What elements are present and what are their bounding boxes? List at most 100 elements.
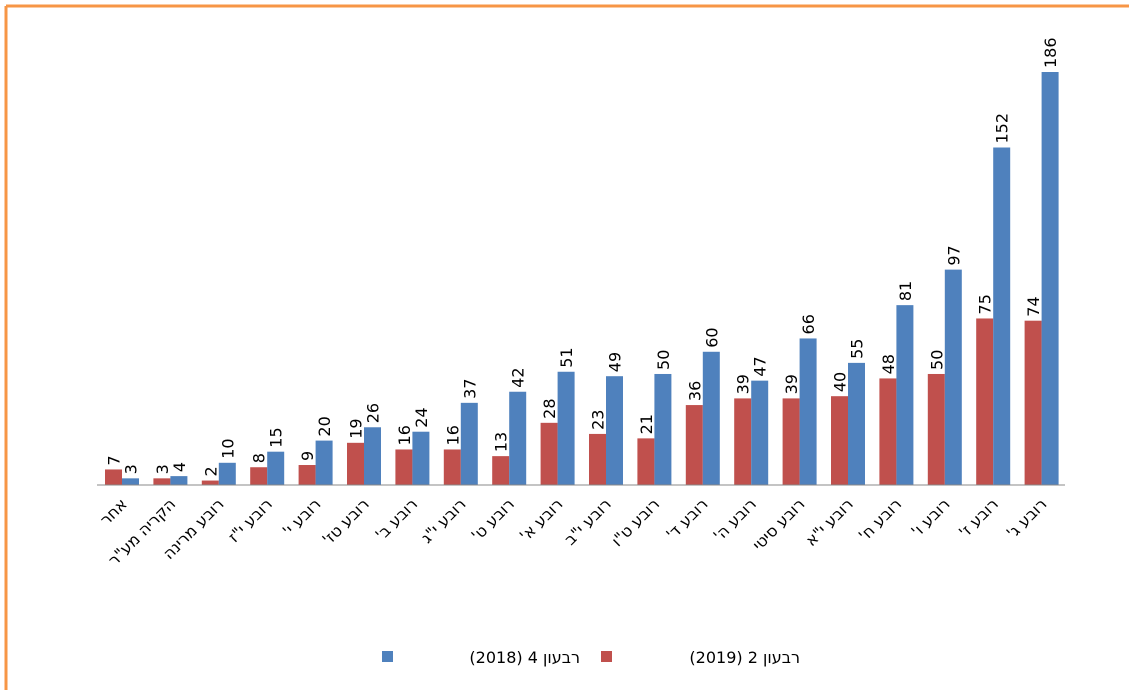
bar [364,427,381,485]
value-label: 3 [122,464,141,474]
value-label: 26 [364,403,383,423]
bar [267,451,285,485]
value-label: 19 [347,418,366,438]
bar [734,398,752,485]
value-label: 24 [412,407,431,427]
bar [509,391,527,485]
value-label: 152 [993,113,1012,144]
bar [170,476,188,485]
value-label: 49 [606,352,625,372]
x-tick-label: רובע ג' [1003,494,1051,542]
bar [460,402,478,485]
bar [702,351,720,485]
bar [927,373,945,485]
bar [153,478,171,485]
legend-swatch [382,651,393,662]
bar [685,405,703,485]
legend-label: רבעון 4 (2018) [469,648,580,667]
x-tick-label: רובע י"א [801,494,856,549]
x-tick-label: רובע י' [279,494,325,540]
bar [976,318,994,485]
value-label: 9 [298,451,317,461]
value-label: 186 [1041,37,1060,68]
legend-swatch [601,651,612,662]
x-tick-label: אחר [96,494,131,529]
value-label: 55 [848,339,867,359]
bar [848,362,865,485]
bar [492,456,510,485]
x-tick-label: רובע א' [516,494,567,545]
value-label: 39 [782,374,801,394]
bar [799,338,817,485]
x-tick-label: רובע ז' [955,494,1002,541]
value-label: 15 [267,427,286,447]
value-label: 75 [976,294,995,314]
bar [782,398,800,485]
value-label: 50 [654,350,673,370]
bar [557,371,575,485]
value-label: 4 [170,462,189,472]
bar [993,147,1011,485]
value-label: 51 [557,347,576,367]
bar [637,438,655,485]
value-label: 74 [1024,296,1043,316]
bar [606,376,623,485]
value-label: 23 [589,410,608,430]
x-tick-label: רובע ח' [855,494,906,545]
x-tick-label: רובע ד' [662,494,711,543]
value-label: 36 [685,381,704,401]
bar [250,467,268,485]
bar [443,449,461,485]
value-label: 21 [637,414,656,434]
value-label: 42 [509,367,528,387]
bar [218,462,236,485]
bar [879,378,897,485]
bar [122,478,139,485]
legend-label: רבעון 2 (2019) [689,648,800,667]
value-label: 47 [751,356,770,376]
x-tick-label: רובע ט' [467,494,518,545]
x-tick-label: רובע סיטי [749,494,809,554]
bar [298,465,316,485]
value-label: 39 [734,374,753,394]
value-label: 28 [540,398,559,418]
value-label: 37 [460,378,479,398]
value-label: 81 [896,281,915,301]
value-label: 60 [702,327,721,347]
value-label: 66 [799,314,818,334]
value-label: 2 [201,466,220,476]
value-label: 97 [944,245,963,265]
x-tick-label: רובע ט"ו [607,494,663,550]
bar [315,440,333,485]
x-tick-label: רובע י"ז [224,494,276,546]
value-label: 40 [831,372,850,392]
value-label: 50 [927,350,946,370]
value-label: 16 [443,425,462,445]
value-label: 20 [315,416,334,436]
bar [540,422,558,485]
x-tick-label: רובע ב' [371,494,421,544]
bar [654,373,672,485]
bar [831,396,848,485]
value-label: 3 [153,464,172,474]
x-tick-label: רובע י"ב [560,494,614,548]
bar [201,480,219,485]
value-label: 10 [218,438,237,458]
bar [1024,320,1042,485]
bar [896,305,914,485]
value-label: 48 [879,354,898,374]
value-label: 7 [105,455,124,465]
value-label: 8 [250,453,269,463]
bar [944,269,962,485]
bar [105,469,122,485]
value-label: 16 [395,425,414,445]
x-tick-label: רובע ו' [907,494,953,540]
bar [589,433,606,485]
bar [1041,72,1059,485]
value-label: 13 [492,432,511,452]
bar [412,431,430,485]
x-tick-label: רובע טז' [318,494,372,548]
x-tick-label: רובע י"ג [417,494,470,547]
bar [347,442,364,485]
